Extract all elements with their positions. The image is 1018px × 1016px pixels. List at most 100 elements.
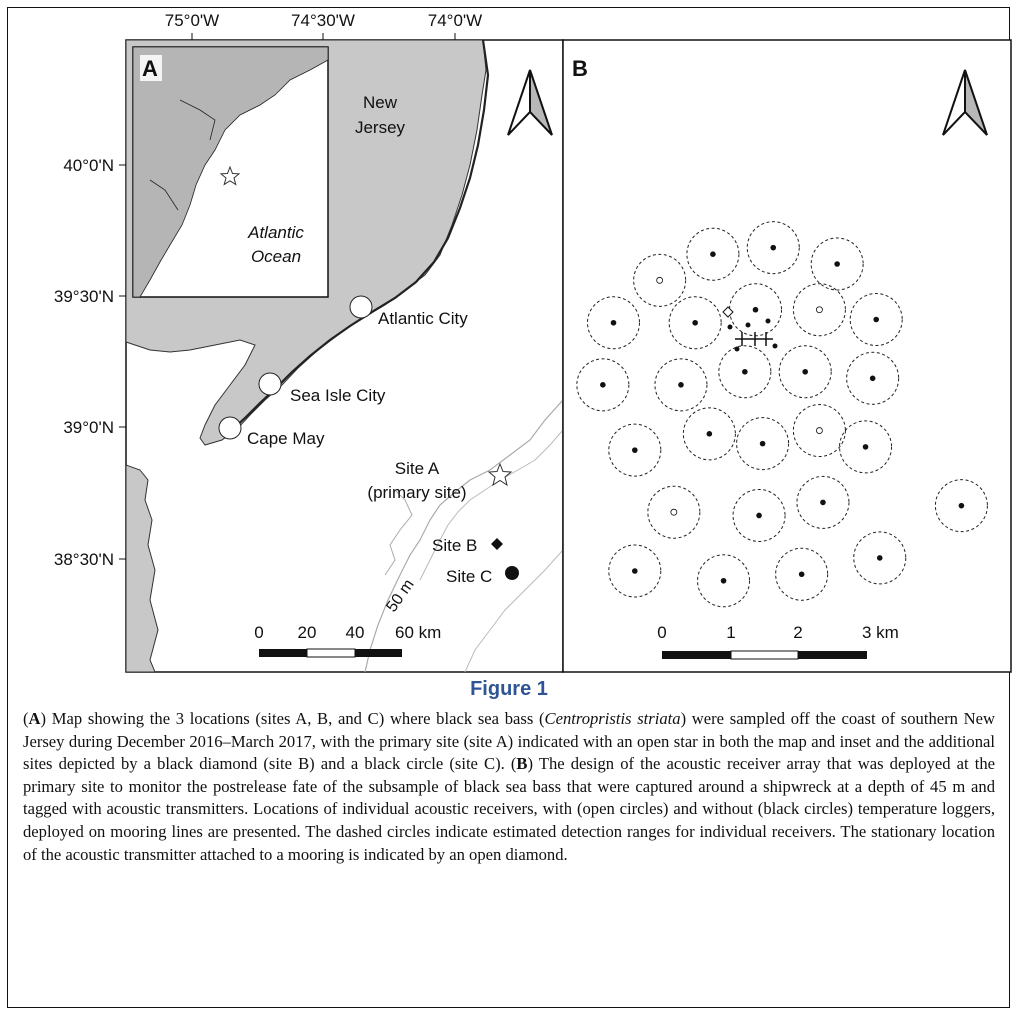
receiver-marker xyxy=(862,444,869,450)
detection-range-circle xyxy=(839,420,893,474)
state-label-2: Jersey xyxy=(355,118,406,137)
site-c-label: Site C xyxy=(446,567,492,586)
scale-bar-a: 0 20 40 60 km xyxy=(254,623,441,658)
north-arrow-icon xyxy=(507,69,553,136)
receiver-with-logger-marker xyxy=(670,508,678,516)
receiver-marker xyxy=(876,555,883,561)
inset-star-icon xyxy=(219,165,241,186)
detection-range-circle xyxy=(654,358,708,412)
receiver-marker xyxy=(820,499,826,506)
town-label-atlantic-city: Atlantic City xyxy=(378,309,468,328)
panel-a-label-text: A xyxy=(142,56,158,81)
scale-a-tick-4: 60 km xyxy=(395,623,441,642)
receiver-marker xyxy=(610,319,617,326)
scale-bar-b: 0 1 2 3 km xyxy=(657,623,899,660)
figure-title: Figure 1 xyxy=(470,678,548,700)
scale-a-tick-1: 0 xyxy=(254,623,263,642)
receiver-marker xyxy=(600,382,606,388)
detection-range-circle xyxy=(608,423,662,477)
scale-b-tick-1: 0 xyxy=(657,623,666,642)
state-label-1: New xyxy=(363,93,398,112)
detection-range-circle xyxy=(732,488,786,542)
site-a-star-icon xyxy=(487,462,513,487)
lon-ticks: 75°0'W 74°30'W 74°0'W xyxy=(165,11,482,40)
inset-ocean-label-2: Ocean xyxy=(251,247,301,266)
lat-tick-3: 39°0'N xyxy=(63,418,114,437)
lat-tick-4: 38°30'N xyxy=(54,550,114,569)
detection-range-circle xyxy=(849,293,903,347)
detection-range-circle xyxy=(686,227,740,281)
north-arrow-b-icon xyxy=(942,69,988,136)
receiver-marker xyxy=(742,368,748,375)
scale-a-tick-3: 40 xyxy=(346,623,365,642)
lon-tick-3: 74°0'W xyxy=(428,11,482,30)
detection-range-circle xyxy=(792,404,846,458)
receiver-marker xyxy=(632,568,638,574)
detection-range-circle xyxy=(846,351,900,405)
receiver-marker xyxy=(632,447,638,453)
detection-range-circle xyxy=(796,475,850,529)
receiver-marker xyxy=(706,431,713,437)
detection-range-circle xyxy=(576,358,630,412)
detection-range-circle xyxy=(633,253,687,307)
receiver-marker xyxy=(873,316,879,323)
stationary-transmitter-diamond-icon xyxy=(722,306,734,318)
panel-b-label: B xyxy=(572,56,588,81)
detection-range-circle xyxy=(682,407,736,461)
lon-tick-1: 75°0'W xyxy=(165,11,219,30)
scale-b-tick-2: 1 xyxy=(726,623,735,642)
receiver-marker xyxy=(798,571,805,578)
detection-range-circle xyxy=(746,221,800,275)
receiver-marker xyxy=(752,306,759,313)
receiver-with-logger-marker xyxy=(816,427,823,434)
site-b-diamond-icon xyxy=(491,538,503,550)
detection-range-circle xyxy=(718,345,772,399)
lat-tick-2: 39°30'N xyxy=(54,287,114,306)
detection-range-circle xyxy=(792,283,846,337)
site-b-label: Site B xyxy=(432,536,477,555)
detection-range-circle xyxy=(608,544,662,598)
lon-tick-2: 74°30'W xyxy=(291,11,355,30)
scale-b-tick-4: 3 km xyxy=(862,623,899,642)
receiver-with-logger-marker xyxy=(816,306,823,314)
receiver-marker xyxy=(759,440,766,447)
panel-a-map: A Atlantic Ocean 75°0'W 74°30'W 74°0'W 4… xyxy=(54,11,564,673)
figure-maps: A Atlantic Ocean 75°0'W 74°30'W 74°0'W 4… xyxy=(54,11,1012,673)
inset-ocean-label-1: Atlantic xyxy=(247,223,304,242)
detection-range-circle xyxy=(775,547,829,601)
scale-b-tick-3: 2 xyxy=(793,623,802,642)
scale-a-tick-2: 20 xyxy=(298,623,317,642)
detection-range-circle xyxy=(736,417,790,471)
receiver-marker xyxy=(756,512,762,519)
receiver-marker xyxy=(770,244,777,251)
sea-isle-city-marker xyxy=(258,372,282,396)
receiver-with-logger-marker xyxy=(656,276,664,284)
receiver-marker xyxy=(869,375,876,382)
panel-b-array: B 0 1 2 3 km xyxy=(562,39,1012,673)
detection-range-circle xyxy=(697,554,751,608)
town-label-cape-may: Cape May xyxy=(247,429,325,448)
site-c-circle-icon xyxy=(505,566,519,580)
receiver-marker xyxy=(692,319,698,326)
receiver-marker xyxy=(834,261,840,267)
detection-range-circle xyxy=(587,296,640,350)
receiver-marker xyxy=(710,251,716,257)
cape-may-marker xyxy=(218,416,242,440)
detection-range-circle xyxy=(810,237,864,291)
receiver-marker xyxy=(958,502,965,509)
lat-tick-1: 40°0'N xyxy=(63,156,114,175)
atlantic-city-marker xyxy=(349,295,373,319)
inset-map: A Atlantic Ocean xyxy=(132,46,329,298)
lat-ticks: 40°0'N 39°30'N 39°0'N 38°30'N xyxy=(54,156,126,569)
town-label-sea-isle-city: Sea Isle City xyxy=(290,386,386,405)
figure-caption: (A) Map showing the 3 locations (sites A… xyxy=(23,709,995,864)
detection-range-circle xyxy=(853,531,907,585)
site-a-label-1: Site A xyxy=(395,459,440,478)
receiver-marker xyxy=(720,577,727,584)
detection-range-circle xyxy=(647,485,701,539)
detection-range-circle xyxy=(778,345,832,399)
receiver-marker xyxy=(678,382,684,388)
detection-range-circle xyxy=(668,296,722,350)
delmarva-land xyxy=(126,464,159,672)
receiver-marker xyxy=(802,368,808,375)
